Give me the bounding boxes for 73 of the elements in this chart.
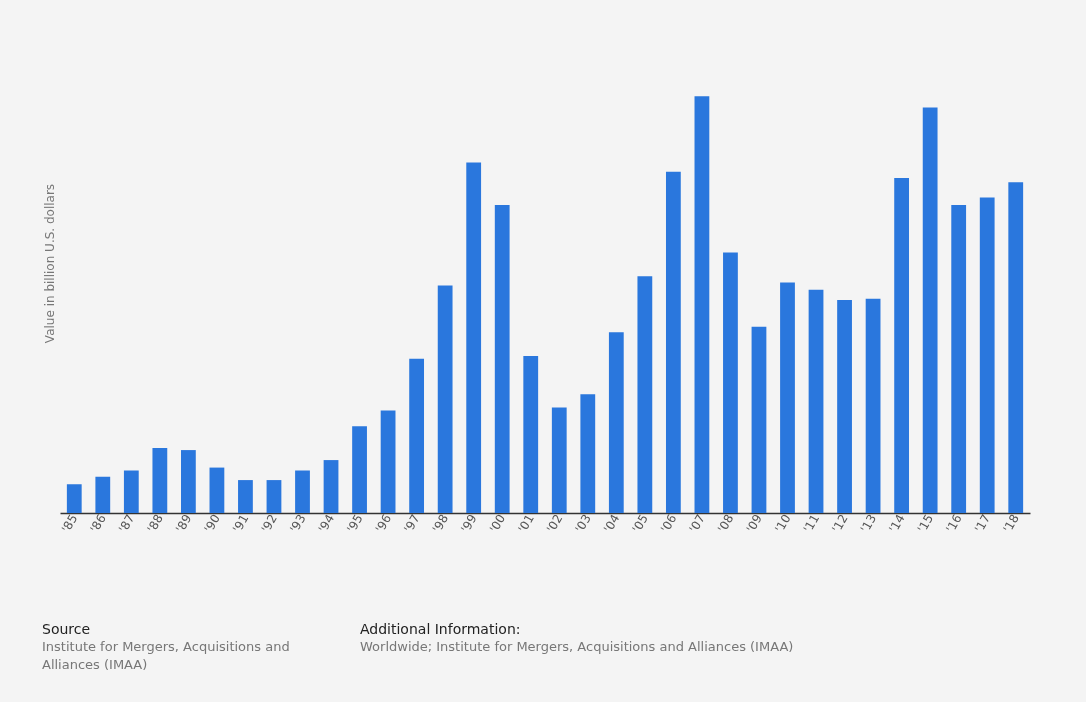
- bar: [723, 252, 738, 513]
- x-tick-label: '99: [458, 512, 480, 536]
- x-tick-label: '87: [115, 512, 138, 536]
- x-tick-label: '91: [230, 512, 252, 536]
- bar: [266, 480, 282, 513]
- bar: [95, 476, 111, 513]
- x-tick-label: '88: [144, 512, 166, 536]
- x-tick-label: '18: [1000, 512, 1022, 536]
- bar: [551, 407, 567, 513]
- bar: [352, 426, 367, 513]
- x-tick-label: '95: [344, 512, 366, 536]
- x-tick-label: '96: [372, 512, 395, 536]
- bar: [152, 448, 168, 513]
- x-tick-label: '17: [971, 512, 994, 536]
- x-tick-label: '92: [258, 512, 281, 536]
- text: Worldwide; Institute for Mergers, Acquisitions and Alliances (IMAA): [360, 638, 795, 656]
- bar: [865, 298, 881, 513]
- text: Institute for Mergers, Acquisitions and Alliances (IMAA): [42, 638, 291, 674]
- x-tick-label: '04: [600, 512, 623, 536]
- x-tick-label: '10: [772, 512, 794, 536]
- bar: [637, 276, 653, 513]
- bar: [123, 470, 139, 513]
- bar: [780, 282, 795, 513]
- bar: [922, 107, 938, 513]
- x-tick-label: '12: [829, 512, 851, 536]
- bar: [523, 355, 539, 513]
- bar: [1008, 182, 1024, 513]
- x-tick-label: '00: [486, 512, 509, 536]
- x-tick-label: '97: [401, 512, 423, 536]
- bar: [409, 358, 425, 513]
- x-tick-label: '14: [886, 512, 908, 536]
- bar: [665, 171, 681, 513]
- x-tick-label: '01: [515, 512, 537, 536]
- x-tick-label: '89: [173, 512, 195, 536]
- bar: [295, 470, 310, 513]
- bar: [494, 205, 510, 513]
- bar: [837, 300, 852, 513]
- x-tick-label: '09: [743, 512, 766, 536]
- x-tick-label: '07: [686, 512, 708, 536]
- x-tick-label: '85: [58, 512, 81, 536]
- y-axis-title: Value in billion U.S. dollars: [42, 183, 57, 344]
- bar: [694, 96, 710, 513]
- x-tick-label: '13: [857, 512, 880, 536]
- x-tick-label: '02: [543, 512, 566, 536]
- bar: [437, 285, 453, 513]
- bar: [951, 205, 967, 513]
- bar: [979, 197, 995, 513]
- x-tick-label: '16: [943, 512, 965, 536]
- bar: [808, 289, 824, 513]
- bar: [66, 484, 82, 513]
- bar: [608, 332, 624, 513]
- text: Additional Information:: [360, 620, 522, 638]
- bar: [209, 467, 225, 513]
- x-tick-label: '05: [629, 512, 651, 536]
- x-tick-label: '11: [800, 512, 823, 536]
- x-tick-label: '03: [572, 512, 594, 536]
- bar: [238, 480, 253, 513]
- x-tick-label: '93: [287, 512, 309, 536]
- x-tick-label: '15: [914, 512, 937, 536]
- bar: [180, 450, 196, 513]
- bar: [751, 326, 767, 513]
- x-tick-label: '90: [201, 512, 223, 536]
- x-tick-label: '08: [715, 512, 737, 536]
- x-tick-label: '94: [315, 512, 338, 536]
- text: Source: [42, 620, 92, 638]
- bar: [894, 178, 910, 513]
- bar: [380, 410, 396, 513]
- x-tick-label: '06: [658, 512, 680, 536]
- x-tick-label: '86: [87, 512, 109, 536]
- bar: [580, 394, 596, 513]
- bar: [466, 162, 482, 513]
- x-tick-label: '98: [429, 512, 452, 536]
- bar: [323, 460, 339, 513]
